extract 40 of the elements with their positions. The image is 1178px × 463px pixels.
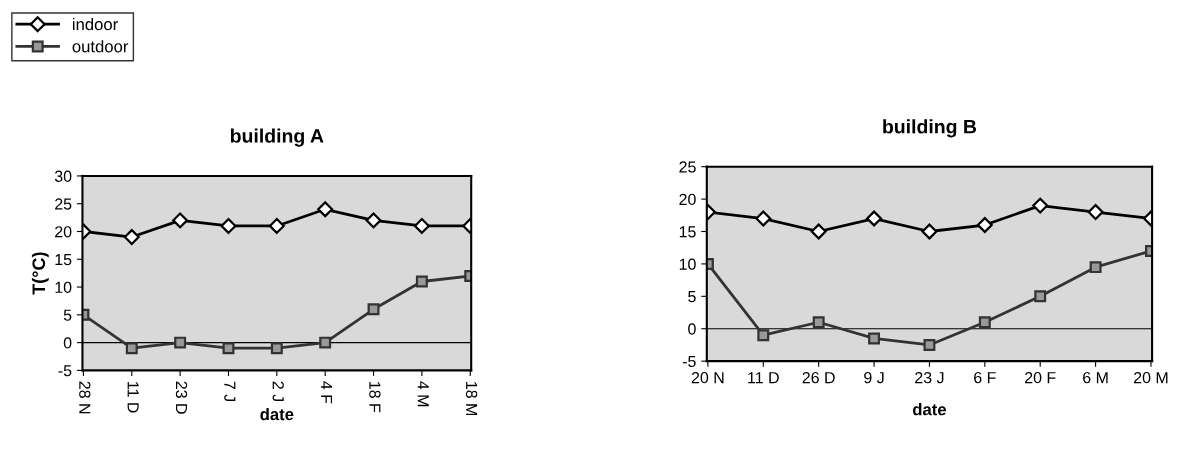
- x-tick-label: 9 J: [864, 371, 884, 384]
- chart-title: building B: [883, 119, 977, 138]
- y-tick-label: 25: [55, 198, 72, 210]
- y-tick-label: 10: [55, 281, 72, 293]
- chart-title: building A: [230, 128, 324, 147]
- x-axis-title: date: [912, 403, 947, 416]
- x-tick-label: 2 J: [272, 381, 284, 401]
- y-tick-label: 0: [63, 337, 72, 349]
- x-tick-label: 6 F: [974, 371, 996, 384]
- x-axis-title: date: [260, 407, 294, 421]
- y-tick-label: 15: [55, 254, 72, 266]
- x-tick-label: 6 M: [1083, 371, 1108, 384]
- y-tick-label: -5: [682, 355, 696, 368]
- y-tick-label: 10: [679, 258, 696, 270]
- x-tick-label: 7 J: [224, 381, 236, 401]
- x-tick-label: 18 F: [369, 382, 381, 413]
- x-tick-label: 28 N: [79, 381, 91, 414]
- y-tick-label: 20: [679, 193, 696, 206]
- y-tick-label: 5: [688, 291, 696, 303]
- y-tick-label: 0: [688, 323, 696, 335]
- x-tick-label: 23 J: [915, 371, 944, 384]
- y-tick-label: 20: [55, 226, 72, 238]
- y-tick-label: 15: [679, 226, 696, 238]
- y-tick-label: 5: [63, 309, 72, 321]
- y-tick-label: 25: [679, 161, 696, 173]
- legend-label: indoor: [72, 17, 118, 31]
- x-tick-label: 20 M: [1134, 371, 1168, 384]
- x-tick-label: 20 F: [1025, 371, 1056, 384]
- x-tick-label: 18 M: [465, 382, 478, 416]
- x-tick-label: 20 N: [691, 371, 724, 384]
- x-tick-label: 26 D: [802, 371, 835, 384]
- x-tick-label: 11 D: [748, 372, 779, 384]
- x-tick-label: 4 F: [321, 381, 333, 404]
- legend-label: outdoor: [72, 40, 129, 53]
- y-axis-title: T(°C): [31, 252, 49, 295]
- x-tick-label: 4 M: [417, 381, 429, 407]
- y-tick-label: 30: [54, 170, 72, 182]
- x-tick-label: 23 D: [175, 381, 188, 414]
- x-tick-label: 11 D: [127, 382, 139, 413]
- y-tick-label: -5: [58, 365, 72, 377]
